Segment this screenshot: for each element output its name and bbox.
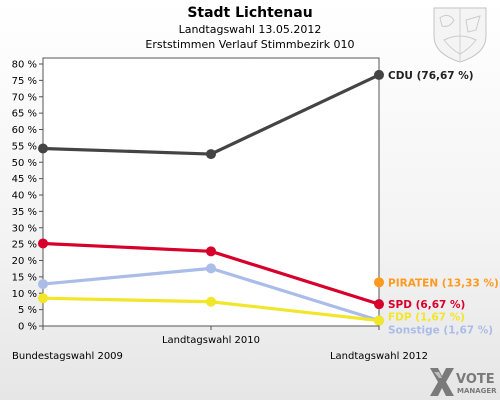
y-tick-label: 10 %: [12, 289, 37, 300]
end-label-sonstige: Sonstige (1,67 %): [388, 325, 493, 337]
data-point-cdu: [38, 143, 48, 154]
y-tick-label: 55 %: [12, 141, 37, 152]
chart-subtitle-election: Landtagswahl 13.05.2012: [179, 23, 322, 36]
coat-of-arms-icon: [433, 7, 487, 63]
data-point-spd: [374, 299, 384, 310]
data-point-cdu: [206, 149, 216, 160]
x-tick-label: Bundestagswahl 2009: [12, 351, 123, 362]
chart-title: Stadt Lichtenau: [187, 5, 312, 21]
data-point-sonstige: [206, 263, 216, 274]
y-tick-label: 5 %: [18, 305, 37, 316]
data-point-spd: [206, 246, 216, 257]
y-tick-label: 20 %: [12, 256, 37, 267]
logo-text-manager: MANAGER: [457, 387, 497, 395]
series-points: [38, 69, 384, 326]
y-tick-label: 65 %: [12, 109, 37, 120]
y-tick-label: 30 %: [12, 223, 37, 234]
x-axis: Bundestagswahl 2009 Landtagswahl 2010 Land…: [12, 326, 428, 362]
logo-text-vote: VOTE: [456, 372, 495, 387]
votemanager-logo: VOTE MANAGER: [430, 368, 497, 396]
y-tick-label: 35 %: [12, 207, 37, 218]
data-point-spd: [38, 238, 48, 249]
y-tick-label: 40 %: [12, 191, 37, 202]
x-tick-label: Landtagswahl 2012: [330, 351, 428, 362]
y-axis: 0 % 5 % 10 % 15 % 20 % 25 % 30 % 35 % 40 % 45 % 50…: [12, 60, 43, 333]
y-tick-label: 50 %: [12, 158, 37, 169]
end-label-spd: SPD (6,67 %): [388, 299, 465, 311]
y-tick-label: 75 %: [12, 76, 37, 87]
y-tick-label: 25 %: [12, 240, 37, 251]
y-tick-label: 15 %: [12, 272, 37, 283]
y-tick-label: 60 %: [12, 125, 37, 136]
data-point-fdp: [38, 293, 48, 304]
end-label-piraten: PIRATEN (13,33 %): [388, 277, 499, 289]
y-tick-label: 45 %: [12, 174, 37, 185]
y-tick-label: 0 %: [18, 322, 37, 333]
chart-subtitle-district: Erststimmen Verlauf Stimmbezirk 010: [145, 38, 354, 51]
votemanager-x-icon: [430, 368, 454, 396]
data-point-cdu: [374, 69, 384, 80]
y-tick-label: 80 %: [12, 60, 37, 71]
data-point-sonstige: [38, 279, 48, 290]
data-point-piraten: [374, 277, 384, 288]
y-tick-label: 70 %: [12, 92, 37, 103]
x-tick-label: Landtagswahl 2010: [162, 335, 260, 346]
end-labels: CDU (76,67 %) SPD (6,67 %) Sonstige (1,67 …: [388, 70, 499, 337]
data-point-fdp: [374, 315, 384, 326]
end-label-fdp: FDP (1,67 %): [388, 312, 465, 324]
end-label-cdu: CDU (76,67 %): [388, 70, 474, 82]
data-point-fdp: [206, 296, 216, 307]
